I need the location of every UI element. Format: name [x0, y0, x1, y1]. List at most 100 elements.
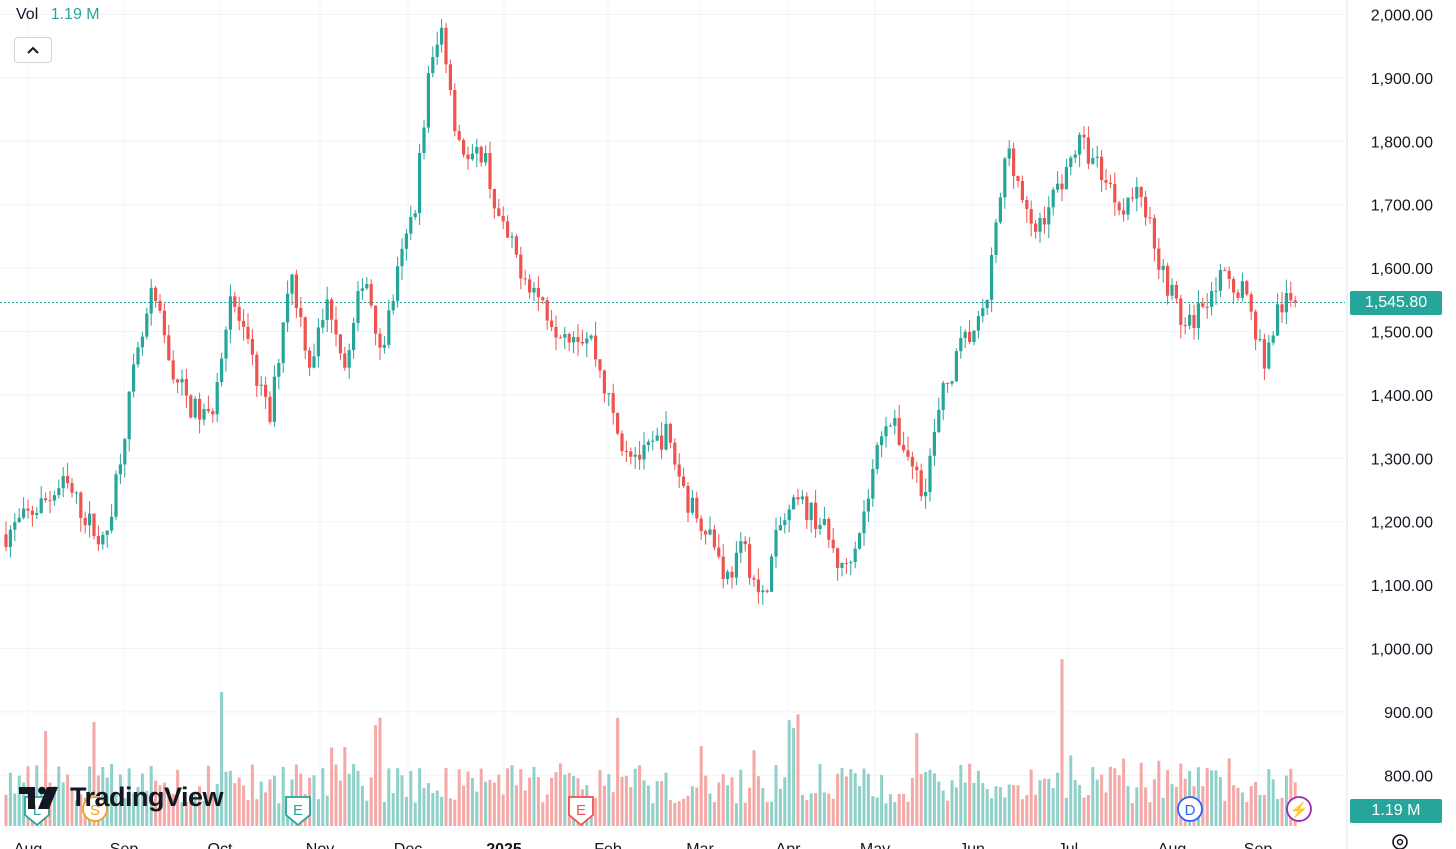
volume-bar — [1258, 794, 1262, 826]
event-marker-flash-icon[interactable]: ⚡ — [1286, 796, 1312, 822]
candle-body — [1047, 207, 1051, 225]
candle-body — [167, 335, 171, 361]
candle-body — [294, 274, 298, 308]
candle-body — [756, 579, 760, 593]
volume-bar — [167, 791, 171, 826]
candle — [220, 352, 224, 387]
event-marker-earnings-icon[interactable]: E — [285, 796, 311, 827]
volume-bar — [453, 799, 457, 826]
volume-bar — [1276, 798, 1280, 826]
candle-body — [1170, 284, 1174, 296]
volume-bar — [849, 769, 853, 826]
volume-bar — [360, 785, 364, 826]
candle — [730, 566, 734, 589]
volume-bar — [1232, 785, 1236, 826]
volume-bar — [180, 802, 184, 826]
candle-body — [620, 433, 624, 451]
candle — [1280, 291, 1284, 323]
volume-bar — [233, 783, 237, 826]
event-marker-letter: D — [1185, 802, 1196, 819]
volume-bar — [250, 764, 254, 826]
settings-icon[interactable] — [1392, 834, 1408, 849]
candle-body — [118, 464, 122, 475]
candle — [937, 397, 941, 434]
candle — [1082, 125, 1086, 150]
grid-lines — [0, 0, 1348, 849]
tradingview-logo[interactable]: TradingView — [18, 782, 224, 813]
candle-body — [1289, 293, 1293, 301]
candle — [1122, 198, 1126, 222]
candle-body — [717, 547, 721, 557]
candle — [990, 247, 994, 313]
candle — [404, 229, 408, 261]
candle — [360, 278, 364, 300]
time-axis[interactable]: Aug Sep Oct Nov Dec 2025 Feb Mar Apr May Jun Jul Aug… — [14, 841, 1273, 849]
candle-body — [853, 548, 857, 563]
event-marker-earnings-icon[interactable]: E — [568, 796, 594, 827]
candle-body — [431, 57, 435, 74]
candle — [836, 547, 840, 581]
candle-body — [1042, 217, 1046, 225]
candle — [1060, 173, 1064, 202]
volume-bar — [514, 785, 518, 826]
candle-body — [840, 563, 844, 568]
candle — [734, 540, 738, 586]
volume-bar — [664, 772, 668, 826]
candle — [932, 418, 936, 466]
candle — [1025, 196, 1029, 223]
candle-body — [246, 326, 250, 339]
candle — [1130, 187, 1134, 202]
candle — [39, 486, 43, 514]
candle-body — [1262, 339, 1266, 369]
volume-bar — [1069, 755, 1073, 826]
volume-bar — [910, 777, 914, 826]
candle-body — [264, 384, 268, 397]
volume-bar — [611, 792, 615, 826]
volume-bar — [220, 691, 224, 826]
price-axis-tick-label: 1,700.00 — [1371, 198, 1433, 215]
candle-body — [915, 466, 919, 471]
candle-body — [162, 310, 166, 336]
collapse-pane-button[interactable] — [14, 37, 52, 63]
candle — [140, 331, 144, 356]
candle — [752, 575, 756, 587]
volume-bar — [677, 801, 681, 826]
volume-bar — [255, 799, 259, 826]
volume-bar — [479, 768, 483, 826]
event-marker-split-icon[interactable]: S — [82, 796, 108, 822]
volume-bar — [550, 778, 554, 826]
volume-bar — [1003, 797, 1007, 826]
candle — [4, 521, 8, 552]
candle-body — [17, 517, 21, 523]
candle-body — [114, 474, 118, 517]
candle-body — [189, 395, 193, 418]
volume-bar — [946, 800, 950, 826]
volume-bar — [176, 769, 180, 826]
candle — [422, 119, 426, 160]
candle-body — [928, 455, 932, 493]
volume-bar — [932, 773, 936, 826]
event-marker-dividend-icon[interactable]: D — [1177, 796, 1203, 822]
volume-bar — [184, 801, 188, 826]
candle-body — [1078, 134, 1082, 155]
candle-body — [426, 73, 430, 128]
volume-bar — [462, 785, 466, 826]
candle-body — [413, 213, 417, 218]
candle-body — [602, 370, 606, 394]
price-axis[interactable]: 2,000.00 1,900.00 1,800.00 1,700.00 1,600.00… — [1371, 8, 1433, 786]
candle — [198, 392, 202, 434]
candle — [347, 343, 351, 379]
candle — [294, 269, 298, 318]
candle — [1091, 148, 1095, 165]
volume-bar — [1095, 779, 1099, 826]
volume-bar — [444, 767, 448, 826]
volume-bar — [998, 787, 1002, 826]
candle — [1170, 278, 1174, 300]
candle-body — [1126, 197, 1130, 215]
candle-body — [1236, 292, 1240, 298]
volume-bar — [1218, 777, 1222, 826]
candle — [800, 490, 804, 505]
volume-bar — [519, 769, 523, 826]
volume-bar — [866, 773, 870, 826]
